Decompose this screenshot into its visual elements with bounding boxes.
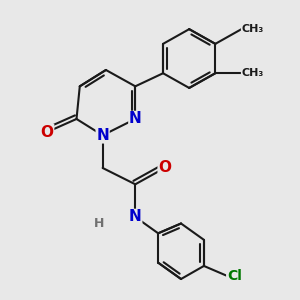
Text: CH₃: CH₃ — [242, 24, 264, 34]
Text: O: O — [40, 124, 54, 140]
Text: CH₃: CH₃ — [242, 68, 264, 78]
Text: N: N — [96, 128, 109, 143]
Text: H: H — [94, 217, 105, 230]
Text: N: N — [129, 112, 142, 127]
Text: Cl: Cl — [227, 269, 242, 283]
Text: O: O — [158, 160, 171, 175]
Text: N: N — [129, 209, 142, 224]
